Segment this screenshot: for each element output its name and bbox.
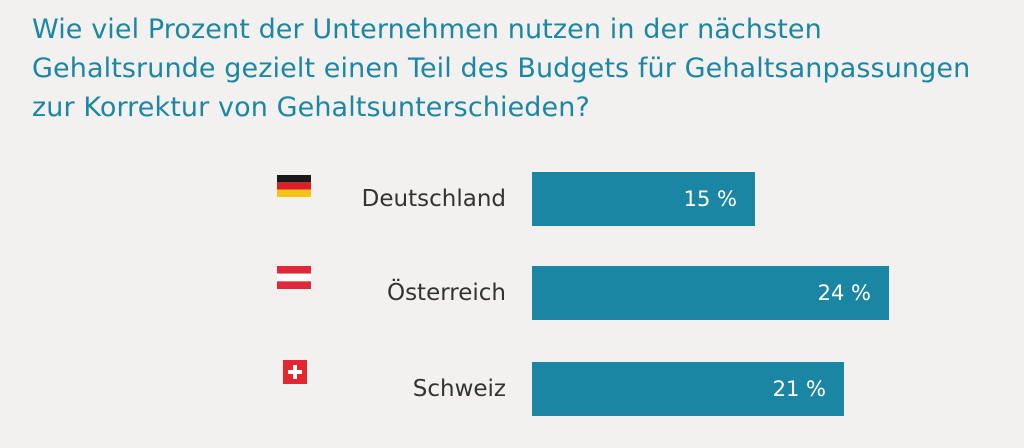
bar: 24 % (532, 266, 889, 320)
category-label: Österreich (386, 280, 506, 306)
austria-flag-icon (277, 266, 311, 289)
bar: 21 % (532, 362, 844, 416)
chart-title: Wie viel Prozent der Unternehmen nutzen … (32, 14, 971, 123)
bar-value-label: 24 % (817, 281, 871, 305)
germany-flag-icon (277, 175, 311, 197)
bar: 15 % (532, 172, 755, 226)
switzerland-flag-icon (283, 360, 307, 384)
bar-row-deutschland: Deutschland 15 % (0, 172, 1024, 226)
category-label: Deutschland (361, 186, 506, 212)
category-label: Schweiz (412, 376, 506, 402)
bar-value-label: 21 % (772, 377, 826, 401)
bar-row-oesterreich: Österreich 24 % (0, 266, 1024, 320)
bar-value-label: 15 % (683, 187, 737, 211)
bar-row-schweiz: Schweiz 21 % (0, 360, 1024, 416)
